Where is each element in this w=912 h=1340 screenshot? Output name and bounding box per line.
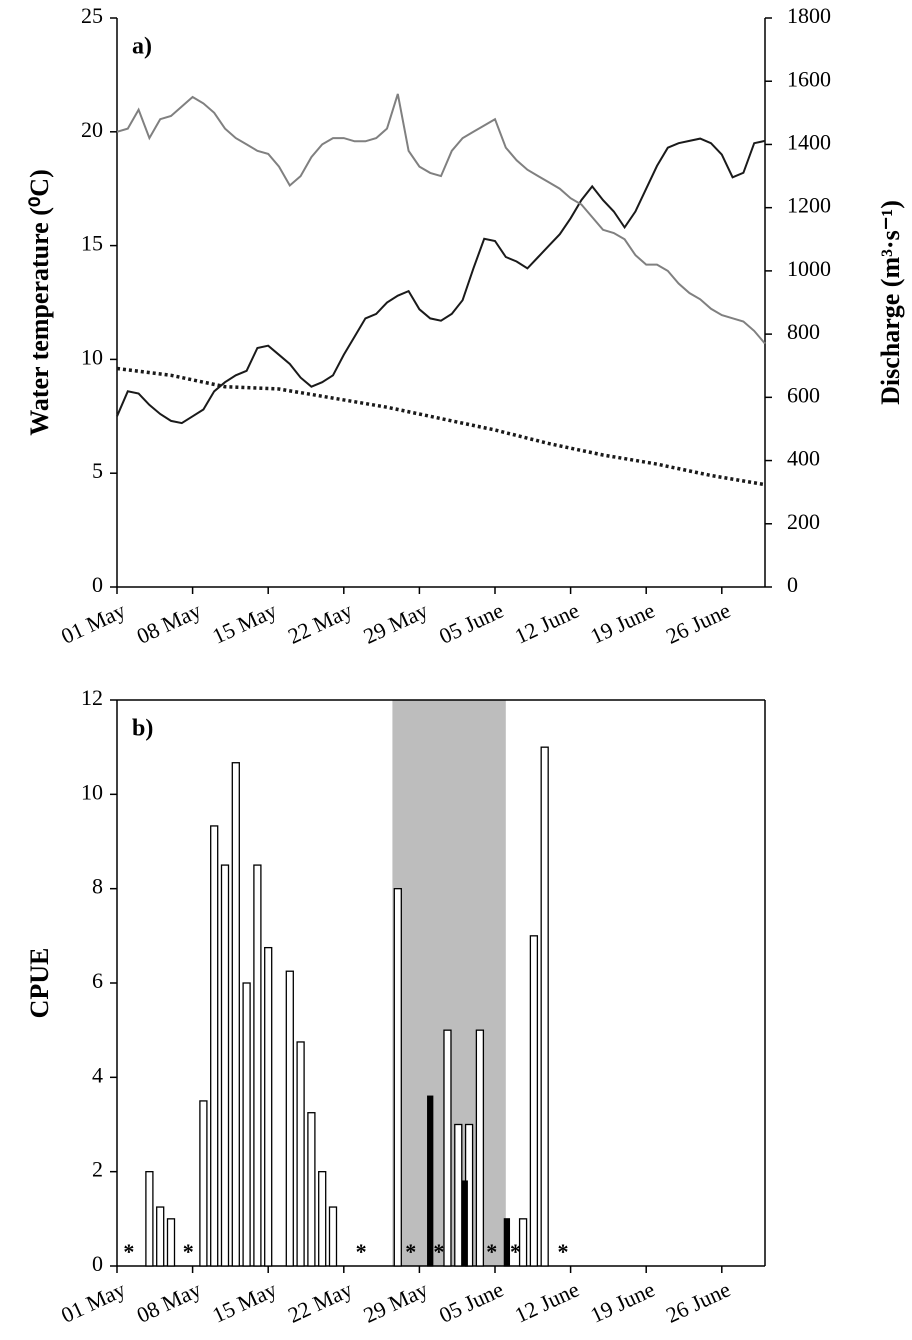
x-tick-label: 22 May [284,1276,356,1327]
bar [156,1206,165,1267]
annotation: * [486,1239,497,1264]
bar [454,1123,463,1267]
x-tick-label: 12 June [511,597,583,648]
bar [328,1206,338,1267]
line-series [116,93,766,345]
bar [503,1218,511,1267]
y-tick-label: 0 [92,1251,103,1276]
panel-label: a) [132,34,152,60]
y-tick-label: 10 [81,344,103,369]
x-tick-label: 08 May [133,1276,205,1327]
y2-tick-label: 400 [787,446,820,471]
x-tick-label: 29 May [360,597,432,648]
y-tick-label: 2 [92,1157,103,1182]
annotation: * [183,1239,194,1264]
y-tick-label: 5 [92,458,103,483]
y-tick-label: 12 [81,685,103,710]
y2-tick-label: 1000 [787,256,831,281]
bar [475,1029,485,1267]
x-tick-label: 19 June [586,597,658,648]
bar [242,982,251,1267]
y-tick-label: 6 [92,968,103,993]
y2-axis-label: Discharge (m³·s⁻¹) [876,200,905,405]
annotation: * [510,1239,521,1264]
x-tick-label: 08 May [133,597,205,648]
y-tick-label: 20 [81,117,103,142]
bar [443,1029,452,1267]
bar [145,1171,154,1267]
y2-tick-label: 1200 [787,193,831,218]
x-tick-label: 01 May [57,1276,129,1327]
bar [307,1112,316,1267]
y2-tick-label: 1800 [787,3,831,28]
y-axis-label: CPUE [25,948,54,1019]
x-tick-label: 26 June [662,597,734,648]
y2-tick-label: 1400 [787,129,831,154]
annotation: * [558,1239,569,1264]
annotation: * [405,1239,416,1264]
x-tick-label: 05 June [435,597,507,648]
x-tick-label: 05 June [435,1276,507,1327]
y-tick-label: 8 [92,874,103,899]
y2-tick-label: 800 [787,319,820,344]
y-tick-label: 0 [92,572,103,597]
bar [540,746,549,1267]
bar [296,1041,305,1267]
panel-label: b) [132,716,153,742]
y-tick-label: 10 [81,779,103,804]
line-series [116,137,766,425]
x-tick-label: 12 June [511,1276,583,1327]
bar [285,970,294,1267]
line-series [116,366,766,487]
x-tick-label: 15 May [208,597,280,648]
x-tick-label: 01 May [57,597,129,648]
bar [264,946,273,1267]
bar [210,825,219,1267]
y-tick-label: 15 [81,231,103,256]
bar [529,935,539,1267]
y-tick-label: 4 [92,1062,103,1087]
x-tick-label: 15 May [208,1276,280,1327]
bar [393,888,402,1267]
bar [166,1218,176,1267]
y2-tick-label: 1600 [787,66,831,91]
x-tick-label: 29 May [360,1276,432,1327]
y2-tick-label: 200 [787,509,820,534]
annotation: * [433,1239,444,1264]
bar [518,1218,528,1267]
y-tick-label: 25 [81,3,103,28]
bar [318,1171,327,1267]
annotation: * [356,1239,367,1264]
bar [199,1100,208,1267]
bar [427,1095,434,1267]
x-tick-label: 26 June [662,1276,734,1327]
bar [461,1180,468,1267]
y2-tick-label: 600 [787,382,820,407]
bar [253,864,262,1267]
bar [231,762,240,1267]
annotation: * [123,1239,134,1264]
x-tick-label: 19 June [586,1276,658,1327]
y-axis-label: Water temperature (⁰C) [25,169,54,435]
bar [220,864,230,1267]
y2-tick-label: 0 [787,572,798,597]
x-tick-label: 22 May [284,597,356,648]
